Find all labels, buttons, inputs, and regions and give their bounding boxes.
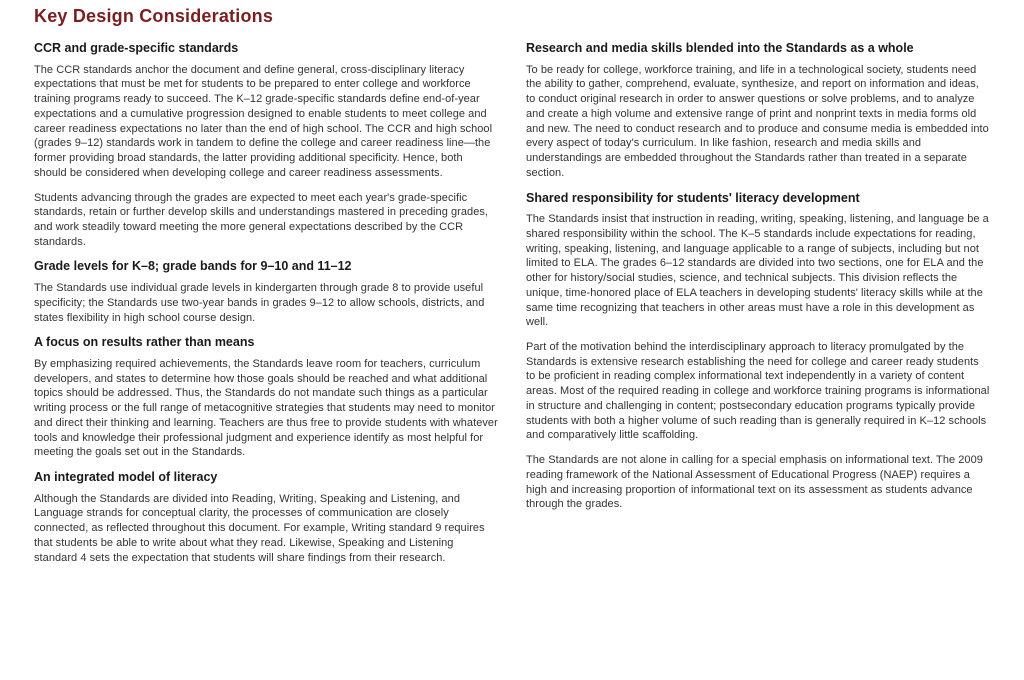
section-heading-research-media: Research and media skills blended into t… bbox=[526, 41, 990, 57]
page-title: Key Design Considerations bbox=[34, 6, 990, 27]
body-text: The Standards insist that instruction in… bbox=[526, 212, 990, 330]
section-heading-focus-results: A focus on results rather than means bbox=[34, 335, 498, 351]
body-text: Although the Standards are divided into … bbox=[34, 492, 498, 566]
body-text: The CCR standards anchor the document an… bbox=[34, 63, 498, 181]
body-text: By emphasizing required achievements, th… bbox=[34, 357, 498, 460]
body-text: The Standards use individual grade level… bbox=[34, 281, 498, 325]
section-heading-integrated-literacy: An integrated model of literacy bbox=[34, 470, 498, 486]
section-heading-grade-levels: Grade levels for K–8; grade bands for 9–… bbox=[34, 259, 498, 275]
left-column: CCR and grade-specific standards The CCR… bbox=[34, 41, 498, 575]
two-column-layout: CCR and grade-specific standards The CCR… bbox=[34, 41, 990, 575]
body-text: Students advancing through the grades ar… bbox=[34, 191, 498, 250]
body-text: The Standards are not alone in calling f… bbox=[526, 453, 990, 512]
body-text: To be ready for college, workforce train… bbox=[526, 63, 990, 181]
right-column: Research and media skills blended into t… bbox=[526, 41, 990, 575]
section-heading-shared-responsibility: Shared responsibility for students' lite… bbox=[526, 191, 990, 207]
body-text: Part of the motivation behind the interd… bbox=[526, 340, 990, 443]
section-heading-ccr: CCR and grade-specific standards bbox=[34, 41, 498, 57]
